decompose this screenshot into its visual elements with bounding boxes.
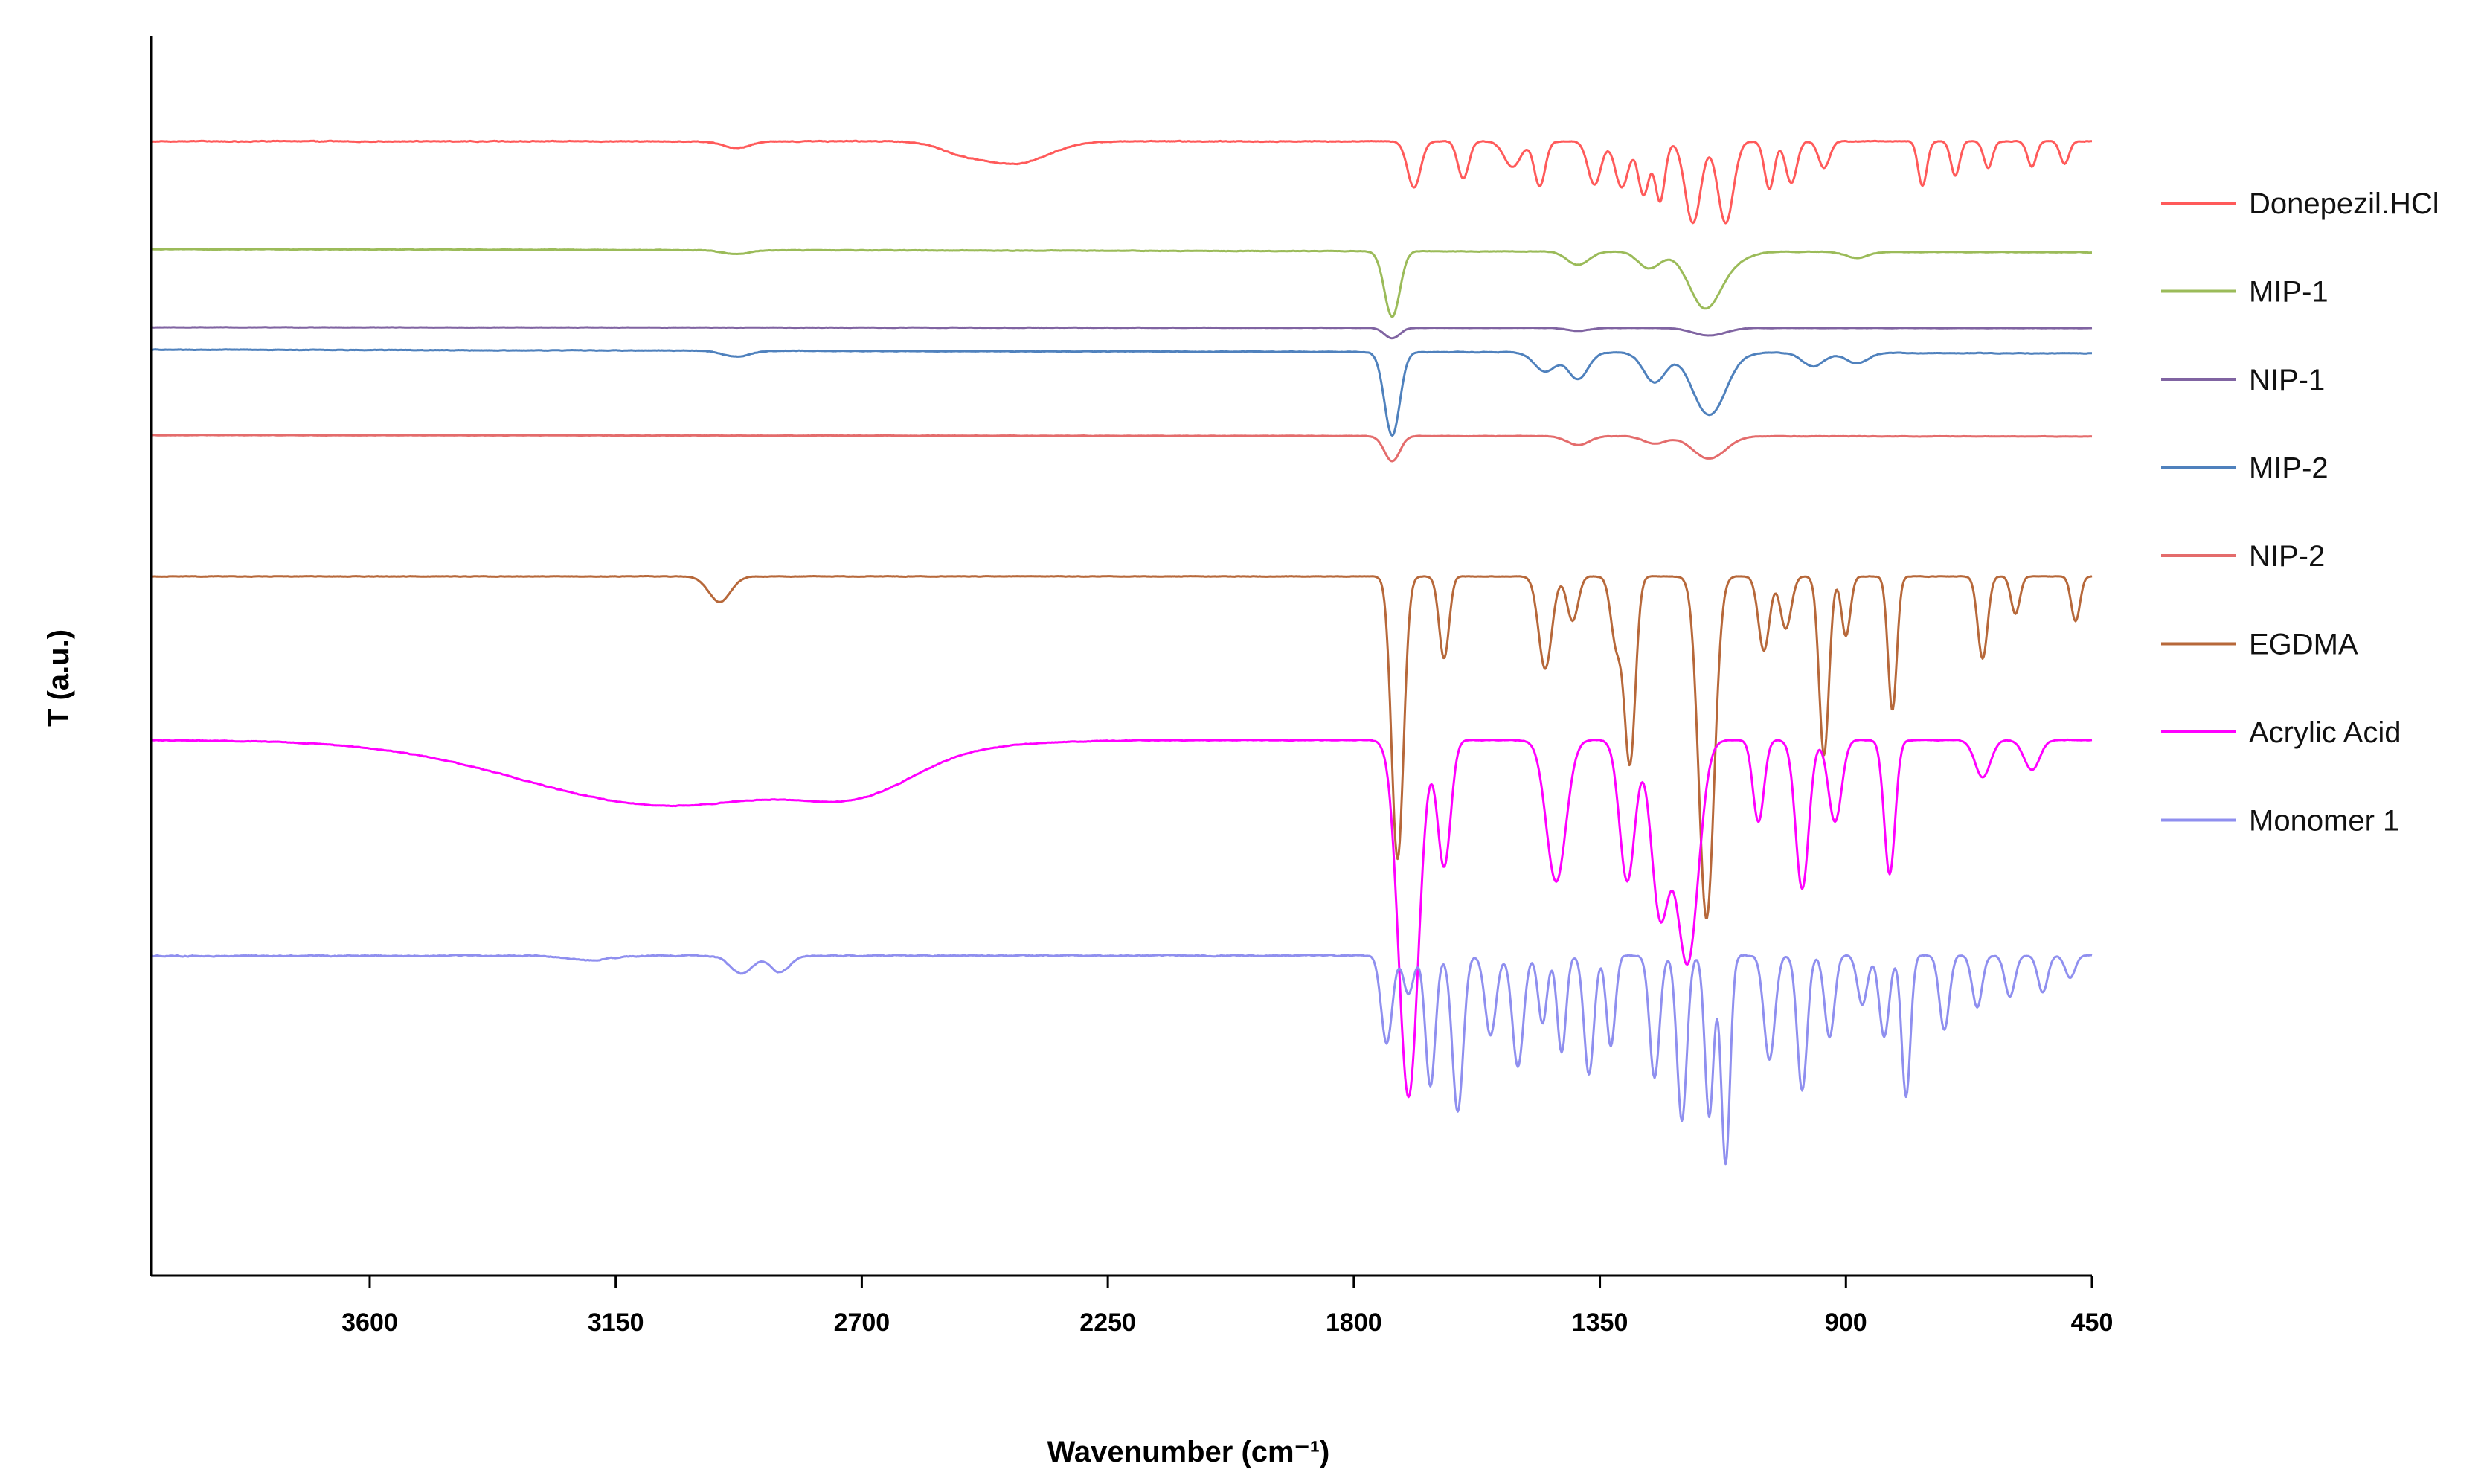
- legend-label: MIP-2: [2249, 452, 2329, 485]
- legend-label: EGDMA: [2249, 629, 2358, 661]
- legend-label: Monomer 1: [2249, 805, 2399, 838]
- y-axis-title: T (a.u.): [42, 629, 75, 727]
- x-tick-label: 900: [1825, 1308, 1867, 1337]
- series-line-donepezil-hcl: [150, 139, 2092, 225]
- legend-label: NIP-1: [2249, 364, 2325, 396]
- x-tick-label: 2700: [834, 1308, 890, 1337]
- x-tick-label: 3600: [341, 1308, 398, 1337]
- legend-label: NIP-2: [2249, 540, 2325, 573]
- series-line-mip-2: [150, 348, 2092, 437]
- plot-area: [150, 139, 2093, 1166]
- series-line-acrylic-acid: [150, 738, 2093, 1099]
- legend-label: Donepezil.HCl: [2249, 187, 2439, 220]
- x-tick-label: 1800: [1326, 1308, 1382, 1337]
- legend-label: MIP-1: [2249, 276, 2329, 309]
- legend-label: Acrylic Acid: [2249, 716, 2401, 749]
- series-line-egdma: [150, 575, 2093, 919]
- x-tick-label: 3150: [588, 1308, 644, 1337]
- x-axis-title: Wavenumber (cm⁻¹): [1047, 1436, 1330, 1468]
- x-tick-label: 2250: [1079, 1308, 1136, 1337]
- x-tick-label: 450: [2071, 1308, 2114, 1337]
- x-tick-label: 1350: [1572, 1308, 1628, 1337]
- series-line-monomer-1: [150, 954, 2093, 1166]
- legend: Donepezil.HCl MIP-1 NIP-1 MIP-2 NIP-2 EGDMA Ac…: [2161, 187, 2439, 838]
- series-line-nip-2: [150, 434, 2093, 463]
- axes: 3600 3150 2700 2250 1800 1350 900 450: [150, 36, 2114, 1337]
- series-line-nip-1: [151, 326, 2093, 340]
- series-line-mip-1: [150, 248, 2092, 318]
